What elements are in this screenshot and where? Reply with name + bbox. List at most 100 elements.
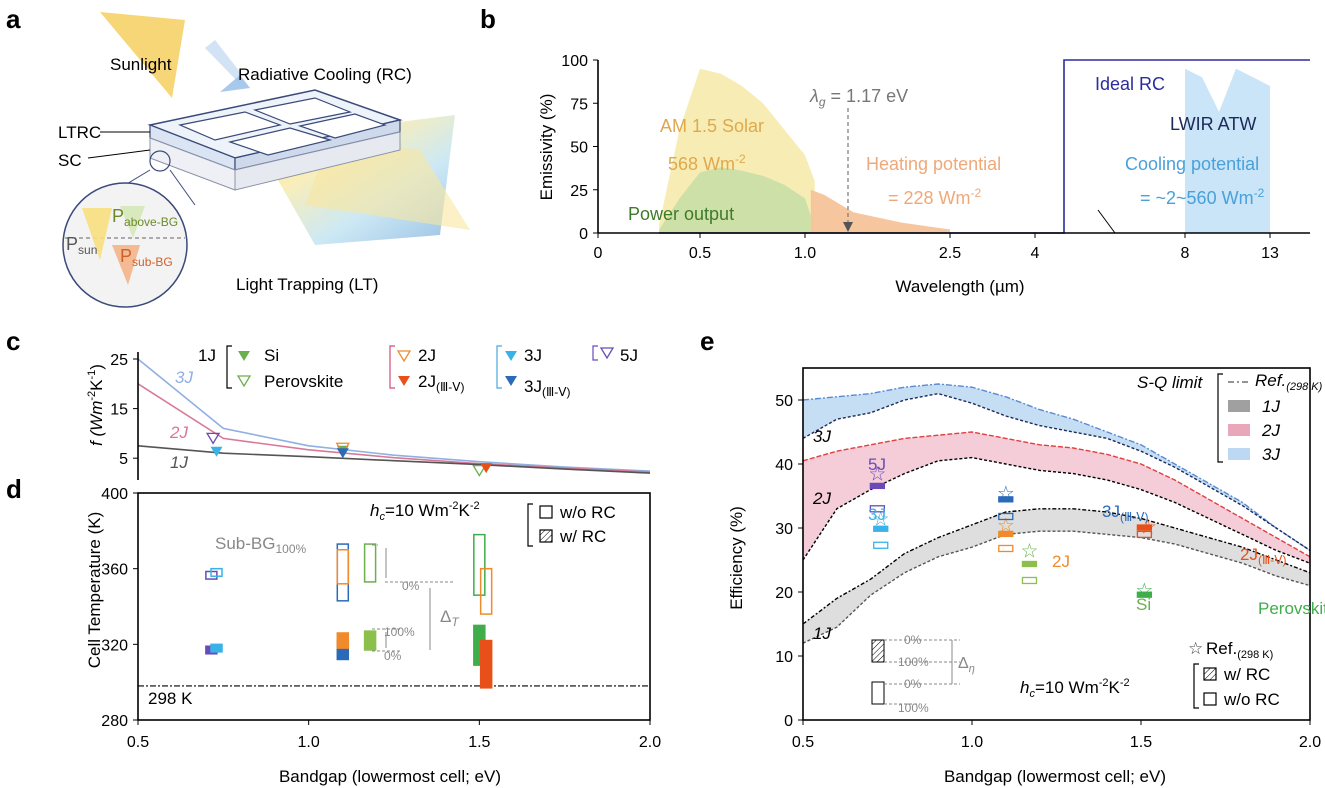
delta-t-label: ΔT (440, 607, 460, 629)
e-band-0 (803, 384, 1310, 551)
legend-si: Si (264, 346, 279, 365)
solar-label-1: AM 1.5 Solar (660, 116, 764, 136)
c-marker-4 (210, 446, 223, 457)
pct100-label: 100% (384, 625, 415, 639)
e-mark-4 (998, 496, 1014, 503)
d-frame (137, 492, 651, 721)
panel-label-a: a (6, 4, 21, 34)
c-plot-area: 3J 2J 1J 5 15 25 (110, 352, 651, 480)
p-above-arrow (120, 206, 145, 238)
d-hc-label: hc=10 Wm-2K-2 (370, 500, 480, 523)
e-line-5 (802, 530, 1311, 644)
legend-2j-bracket (389, 345, 395, 389)
d-legend-bracket (527, 503, 533, 547)
panel-label-e: e (700, 326, 714, 356)
d-legend-wo: w/o RC (559, 503, 616, 522)
b-xtick-label-1: 0.5 (689, 245, 711, 262)
e-legend-3j: 3J (1262, 445, 1280, 464)
p-sun-arrow (82, 208, 112, 260)
e-sq-limit: S-Q limit (1137, 373, 1203, 392)
e-curve-2j: 2J (812, 489, 831, 508)
b-xtick-label-2: 1.0 (794, 245, 816, 262)
d-bar-8 (336, 632, 350, 649)
sc-label: SC (58, 151, 82, 170)
cooling-label-1: Cooling potential (1125, 154, 1259, 174)
b-ytick-label-1: 25 (570, 183, 588, 200)
legend-perovskite-marker (236, 375, 252, 388)
e-band-1 (803, 432, 1310, 564)
rc-arrow-head (220, 75, 250, 92)
c-ytick-label-1: 15 (110, 402, 128, 419)
c-curve-1J (137, 445, 651, 474)
d-legend-w-swatch (539, 529, 553, 543)
legend-3jiii-marker (505, 376, 517, 386)
legend-si-marker (238, 351, 250, 361)
p-above-label: Pabove-BG (112, 206, 178, 229)
e-star-glyph: ☆ (1188, 639, 1203, 658)
e-marker-3j: 3J (868, 505, 886, 524)
e-star-0: ☆ (868, 464, 886, 486)
lt-label: Light Trapping (LT) (236, 275, 378, 294)
ideal-rc-label: Ideal RC (1095, 74, 1165, 94)
e-ytick-label-5: 50 (775, 393, 793, 410)
e-curve-3j: 3J (813, 427, 831, 446)
e-mark-5 (998, 512, 1014, 521)
p-sub-label: Psub-BG (120, 246, 173, 269)
e-line-0 (802, 383, 1311, 551)
panel-label-d: d (6, 474, 22, 504)
legend-2j-marker (396, 350, 412, 363)
e-xtick-label-2: 1.5 (1130, 734, 1152, 751)
legend-2jiii: 2J(Ⅲ-Ⅴ) (418, 372, 464, 394)
d-xlabel: Bandgap (lowermost cell; eV) (279, 767, 501, 786)
e-mark-9 (1021, 576, 1038, 585)
d-legend-w: w/ RC (559, 527, 606, 546)
b-ytick-label-0: 0 (579, 226, 588, 243)
e-legend-2j: 2J (1261, 421, 1280, 440)
e-star-4: ☆ (1020, 540, 1038, 562)
c-marker-5 (336, 448, 349, 459)
e-inset-0a: 0% (904, 633, 922, 647)
d-bar-1 (210, 567, 223, 577)
e-inset-100b: 100% (898, 701, 929, 715)
lambda-g-label: λg = 1.17 eV (809, 86, 908, 109)
e-xtick-label-0: 0.5 (792, 734, 814, 751)
legend-2j: 2J (418, 346, 436, 365)
pct0b-label: 0% (384, 649, 402, 663)
cooling-label-2: = ~2~560 Wm-2 (1140, 186, 1265, 208)
e-ytick-label-4: 40 (775, 457, 793, 474)
e-inset-hatched (871, 639, 885, 663)
e-curve-1j: 1J (813, 624, 831, 643)
p-sun-label: Psun (66, 234, 97, 257)
e-mark-10 (1136, 524, 1153, 531)
e-line-2 (802, 431, 1311, 558)
c-curve-label-1: 2J (169, 423, 188, 442)
b-xtick-label-3: 2.5 (939, 245, 961, 262)
e-legend-1j-swatch (1228, 400, 1250, 412)
legend-2jiii-marker (398, 376, 410, 386)
e-mark-2 (873, 525, 889, 532)
b-series-4 (1185, 68, 1270, 233)
panel-a: a Sunlight Radiative Cooling (RC) LTRC S… (6, 4, 470, 308)
heating-label-1: Heating potential (866, 154, 1001, 174)
e-mark-1 (869, 505, 886, 513)
panel-d: d Cell Temperature (K) Bandgap (lowermos… (6, 474, 661, 786)
c-curve-label-0: 3J (175, 368, 193, 387)
c-curve-3J (137, 358, 651, 472)
e-legend2-bracket (1193, 663, 1199, 709)
d-bar-3 (210, 643, 223, 653)
legend-1j: 1J (198, 346, 216, 365)
legend-5j: 5J (620, 346, 638, 365)
legend-5j-bracket (592, 345, 598, 361)
power-output-label: Power output (628, 204, 734, 224)
ideal-rc-leader (1097, 209, 1116, 234)
e-xlabel: Bandgap (lowermost cell; eV) (944, 767, 1166, 786)
c-curve-label-2: 1J (170, 453, 188, 472)
d-xtick-label-3: 2.0 (639, 734, 661, 751)
e-line-3 (802, 456, 1311, 564)
e-star-ref: Ref.(298 K) (1206, 639, 1273, 661)
d-xtick-label-1: 1.0 (298, 734, 320, 751)
sunlight-arrow (100, 12, 185, 98)
b-xlabel: Wavelength (µm) (895, 277, 1024, 296)
ltrc-cell-2 (252, 97, 353, 125)
